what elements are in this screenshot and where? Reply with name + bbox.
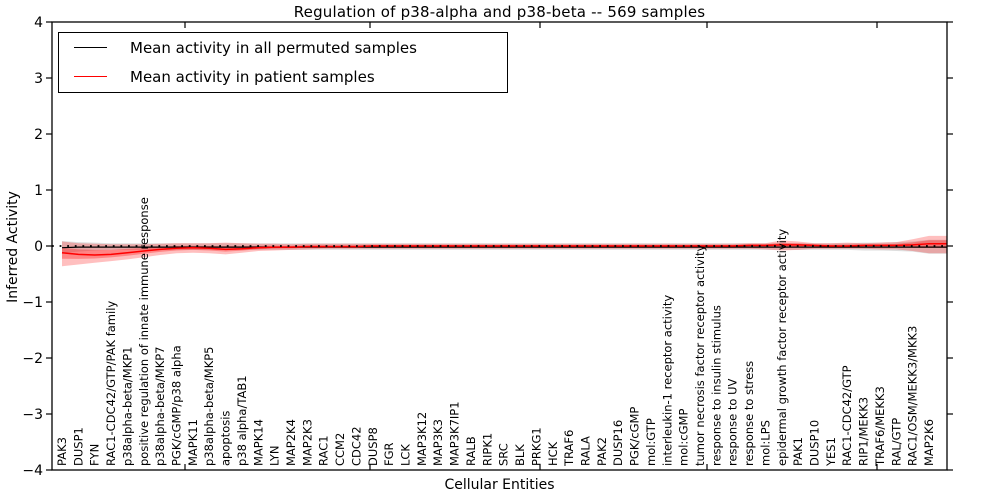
y-axis-tick-label: −2 bbox=[22, 351, 43, 367]
x-axis-category-label: CCM2 bbox=[333, 433, 347, 466]
x-axis-category-label: RAC1-CDC42/GTP/PAK family bbox=[104, 301, 118, 466]
x-axis-category-label: MAP3K12 bbox=[415, 412, 429, 466]
x-axis-category-label: RAC1 bbox=[317, 435, 331, 466]
x-axis-category-label: p38alpha-beta/MKP1 bbox=[120, 347, 134, 466]
x-axis-category-label: DUSP16 bbox=[611, 420, 625, 466]
x-axis-category-label: PGK/cGMP/p38 alpha bbox=[170, 345, 184, 466]
x-axis-category-label: MAPK11 bbox=[186, 419, 200, 466]
x-axis-category-label: TRAF6/MEKK3 bbox=[873, 386, 887, 467]
x-axis-category-label: p38alpha-beta/MKP5 bbox=[202, 347, 216, 466]
patient-line-sample-icon bbox=[74, 76, 107, 77]
legend-item-permuted: Mean activity in all permuted samples bbox=[59, 33, 507, 62]
x-axis-category-label: HCK bbox=[546, 441, 560, 466]
x-axis-category-label: mol:LPS bbox=[758, 420, 772, 466]
x-axis-category-label: RAC1-CDC42/GTP bbox=[840, 365, 854, 466]
x-axis-category-label: BLK bbox=[513, 444, 527, 466]
chart-title: Regulation of p38-alpha and p38-beta -- … bbox=[293, 3, 706, 21]
x-axis-category-label: positive regulation of innate immune res… bbox=[137, 197, 151, 466]
patient-mean-line bbox=[61, 243, 947, 256]
y-axis-tick-label: 0 bbox=[34, 239, 43, 255]
x-axis-category-label: TRAF6 bbox=[562, 430, 576, 467]
x-axis-category-label: RIP1/MEKK3 bbox=[857, 397, 871, 466]
legend: Mean activity in all permuted samples Me… bbox=[58, 32, 508, 93]
x-axis-category-label: tumor necrosis factor receptor activity bbox=[693, 244, 707, 466]
x-axis-category-label: FGR bbox=[382, 442, 396, 466]
x-axis-category-label: mol:cGMP bbox=[677, 409, 691, 466]
x-axis-category-label: apoptosis bbox=[219, 411, 233, 466]
x-axis-category-label: PAK2 bbox=[595, 437, 609, 466]
y-axis-tick-label: −4 bbox=[22, 463, 43, 479]
permuted-mean-line bbox=[61, 246, 947, 249]
y-axis-tick-label: 2 bbox=[34, 127, 43, 143]
y-axis-tick-label: 1 bbox=[34, 183, 43, 199]
x-axis-category-label: DUSP1 bbox=[71, 427, 85, 466]
x-axis-category-label: MAPK14 bbox=[251, 419, 265, 466]
permuted-line-sample-icon bbox=[74, 47, 107, 48]
x-axis-category-label: MAP3K7IP1 bbox=[448, 401, 462, 466]
y-axis-tick-label: 3 bbox=[34, 71, 43, 87]
x-axis-category-label: MAP2K6 bbox=[922, 419, 936, 466]
y-axis-tick-label: −3 bbox=[22, 407, 43, 423]
x-axis-category-label: epidermal growth factor receptor activit… bbox=[775, 229, 789, 466]
x-axis-category-label: DUSP8 bbox=[366, 427, 380, 466]
x-axis-category-label: response to UV bbox=[726, 378, 740, 466]
x-axis-category-label: PAK1 bbox=[791, 437, 805, 466]
x-axis-category-label: RALB bbox=[464, 436, 478, 466]
x-axis-category-label: MAP2K3 bbox=[300, 419, 314, 466]
x-axis-category-label: LYN bbox=[268, 445, 282, 466]
x-axis-category-label: mol:GTP bbox=[644, 418, 658, 466]
x-axis-category-label: interleukin-1 receptor activity bbox=[660, 295, 674, 466]
x-axis-category-label: response to insulin stimulus bbox=[709, 305, 723, 466]
x-axis-category-label: p38alpha-beta/MKP7 bbox=[153, 347, 167, 466]
y-axis-title: Inferred Activity bbox=[5, 191, 21, 303]
legend-label-permuted: Mean activity in all permuted samples bbox=[130, 38, 417, 57]
x-axis-category-label: MAP2K4 bbox=[284, 419, 298, 466]
x-axis-category-label: PRKG1 bbox=[529, 427, 543, 466]
x-axis-category-label: RALA bbox=[579, 436, 593, 466]
x-axis-category-label: MAP3K3 bbox=[431, 419, 445, 466]
legend-item-patient: Mean activity in patient samples bbox=[59, 62, 507, 91]
patient-confidence-band bbox=[62, 235, 947, 267]
x-axis-category-label: LCK bbox=[399, 444, 413, 466]
x-axis-category-label: RAC1/OSM/MEKK3/MKK3 bbox=[906, 326, 920, 466]
legend-label-patient: Mean activity in patient samples bbox=[130, 67, 375, 86]
x-axis-category-label: DUSP10 bbox=[808, 420, 822, 466]
x-axis-category-label: CDC42 bbox=[350, 426, 364, 466]
x-axis-category-label: PGK/cGMP bbox=[628, 407, 642, 466]
x-axis-category-label: SRC bbox=[497, 443, 511, 466]
x-axis-category-label: response to stress bbox=[742, 361, 756, 466]
y-axis-tick-label: 4 bbox=[34, 15, 43, 31]
x-axis-category-label: PAK3 bbox=[55, 437, 69, 466]
x-axis-title: Cellular Entities bbox=[444, 477, 555, 493]
x-axis-category-label: p38 alpha/TAB1 bbox=[235, 375, 249, 466]
x-axis-category-label: YES1 bbox=[824, 437, 838, 467]
x-axis-category-label: RIPK1 bbox=[480, 433, 494, 466]
x-axis-category-label: RAL/GTP bbox=[889, 418, 903, 466]
y-axis-tick-label: −1 bbox=[22, 295, 43, 311]
x-axis-category-label: FYN bbox=[88, 444, 102, 466]
